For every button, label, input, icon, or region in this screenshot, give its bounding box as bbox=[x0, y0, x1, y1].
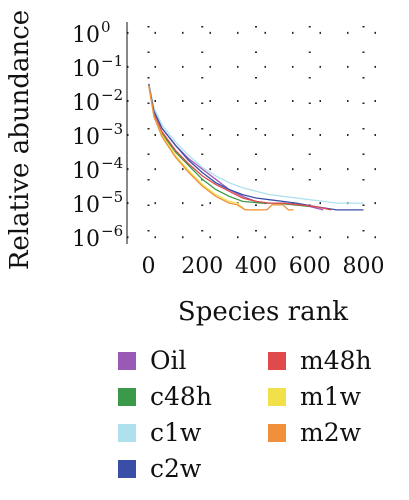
x-tick-labels: 0 200 400 600 800 bbox=[142, 254, 385, 279]
x-axis-title: Species rank bbox=[178, 297, 348, 327]
y-tick-label: 10 bbox=[72, 125, 100, 150]
series-line-oil bbox=[148, 83, 324, 211]
legend-swatch bbox=[268, 352, 286, 370]
legend-label: m48h bbox=[300, 346, 372, 375]
y-tick-exponent: −2 bbox=[101, 86, 123, 104]
legend-item-oil: Oil bbox=[118, 346, 187, 376]
series-line-m2w bbox=[148, 85, 294, 211]
legend-label: c1w bbox=[150, 418, 202, 447]
x-tick-label: 400 bbox=[235, 254, 277, 279]
legend-swatch bbox=[118, 424, 136, 442]
series-line-c2w bbox=[148, 83, 364, 211]
legend-label: Oil bbox=[150, 346, 187, 375]
legend-item-m1w: m1w bbox=[268, 382, 361, 412]
legend-swatch bbox=[268, 424, 286, 442]
series-lines bbox=[148, 83, 364, 211]
legend-swatch bbox=[118, 460, 136, 478]
legend-swatch bbox=[268, 388, 286, 406]
y-axis-title: Relative abundance bbox=[5, 10, 35, 270]
legend-label: c48h bbox=[150, 382, 212, 411]
legend-item-m48h: m48h bbox=[268, 346, 372, 376]
y-tick-exponent: 0 bbox=[101, 18, 111, 36]
legend-item-m2w: m2w bbox=[268, 418, 361, 448]
y-tick-label: 10 bbox=[72, 57, 100, 82]
grid bbox=[127, 26, 385, 244]
y-tick-label: 10 bbox=[72, 159, 100, 184]
series-line-m48h bbox=[148, 85, 332, 211]
y-tick-label: 10 bbox=[72, 193, 100, 218]
legend-swatch bbox=[118, 388, 136, 406]
legend-item-c2w: c2w bbox=[118, 454, 201, 484]
x-tick-label: 800 bbox=[343, 254, 385, 279]
legend-swatch bbox=[118, 352, 136, 370]
legend-item-c48h: c48h bbox=[118, 382, 212, 412]
y-tick-label: 10 bbox=[72, 91, 100, 116]
x-tick-label: 0 bbox=[142, 254, 156, 279]
x-tick-label: 600 bbox=[289, 254, 331, 279]
y-tick-exponent: −5 bbox=[101, 188, 123, 206]
y-tick-label: 10 bbox=[72, 227, 100, 252]
y-tick-exponent: −4 bbox=[101, 154, 123, 172]
y-tick-exponent: −3 bbox=[101, 120, 123, 138]
x-tick-label: 200 bbox=[181, 254, 223, 279]
series-line-m1w bbox=[148, 85, 262, 211]
legend-item-c1w: c1w bbox=[118, 418, 201, 448]
y-tick-exponent: −6 bbox=[101, 222, 123, 240]
y-tick-exponent: −1 bbox=[101, 52, 123, 70]
y-tick-label: 10 bbox=[72, 23, 100, 48]
series-line-c1w bbox=[148, 83, 364, 204]
legend-label: m2w bbox=[300, 418, 362, 447]
legend-label: m1w bbox=[300, 382, 362, 411]
legend-label: c2w bbox=[150, 454, 202, 483]
